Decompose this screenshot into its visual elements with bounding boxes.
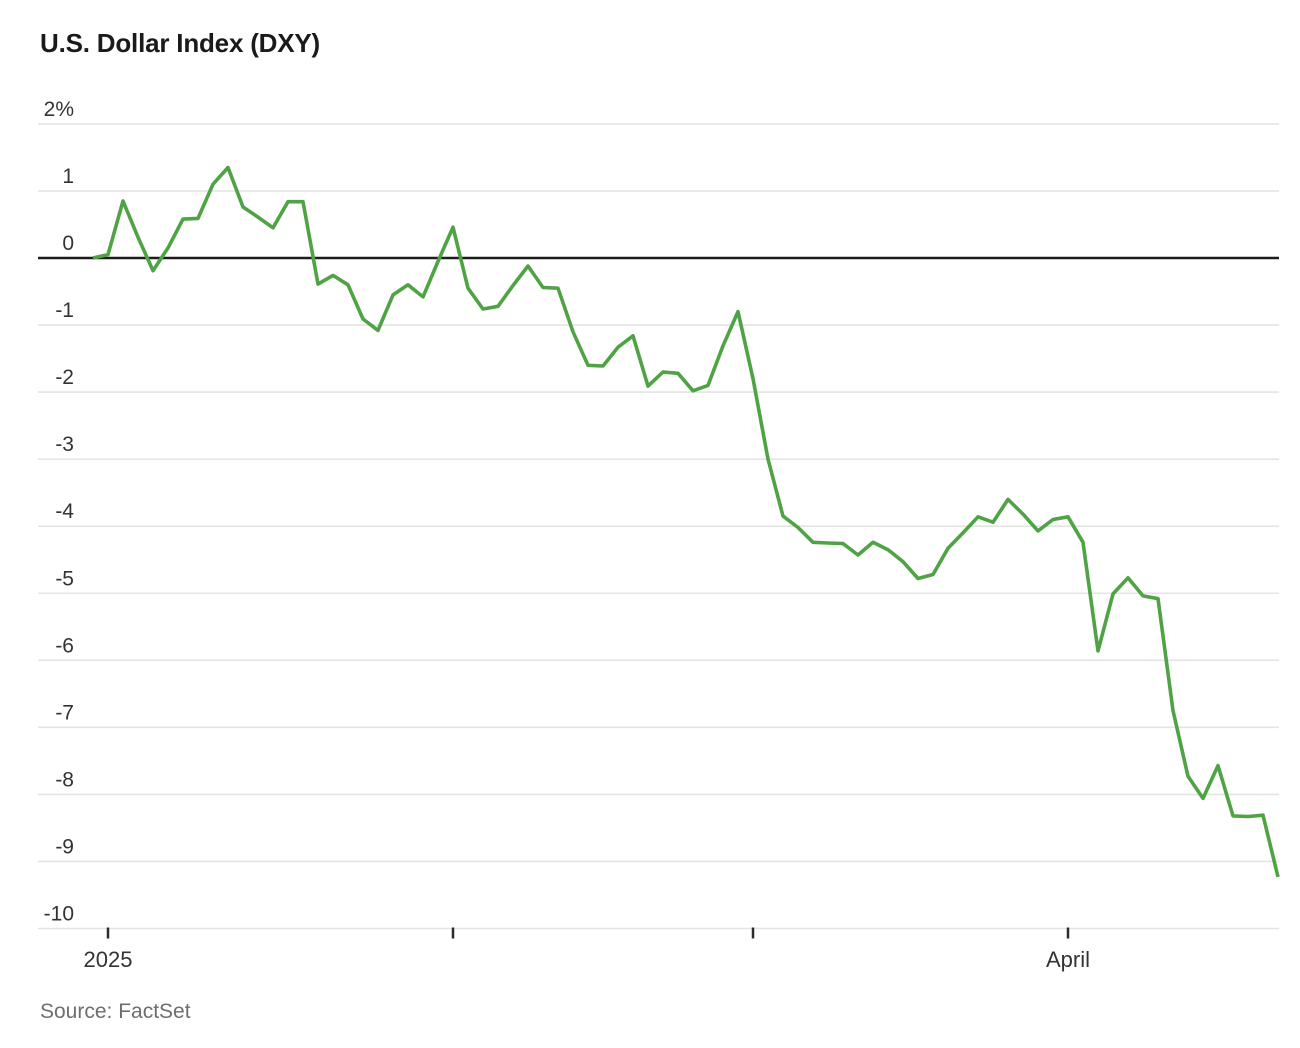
y-axis-label: 1 — [62, 165, 74, 188]
y-axis-label: 0 — [62, 232, 74, 255]
y-axis-label: -2 — [55, 366, 74, 389]
chart-title: U.S. Dollar Index (DXY) — [40, 28, 321, 58]
y-axis-label: -1 — [55, 299, 74, 322]
y-axis-label: -3 — [55, 433, 74, 456]
y-axis-label: -5 — [55, 567, 74, 590]
y-axis-label: -7 — [55, 701, 74, 724]
y-axis-label: -4 — [55, 500, 74, 523]
dxy-series-line — [92, 165, 1280, 878]
y-axis-label: -8 — [55, 768, 74, 791]
x-axis-label: 2025 — [84, 947, 133, 972]
y-axis-label: -9 — [55, 835, 74, 858]
y-axis-label: 2% — [44, 98, 74, 121]
y-axis-label: -6 — [55, 634, 74, 657]
x-axis-label: April — [1046, 947, 1090, 972]
source-attribution: Source: FactSet — [40, 1000, 191, 1023]
y-axis-label: -10 — [44, 903, 74, 926]
